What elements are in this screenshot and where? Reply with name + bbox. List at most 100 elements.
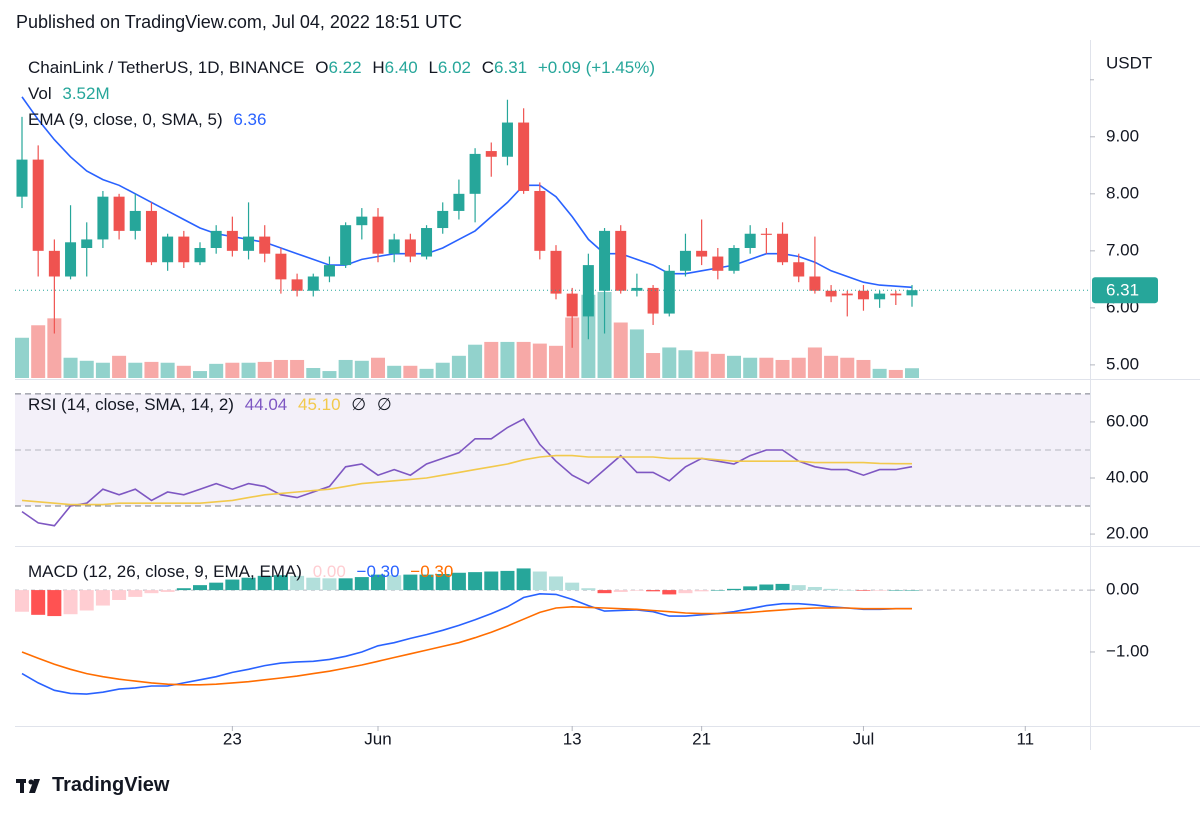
- histogram-bar: [710, 590, 725, 591]
- volume-bar: [371, 357, 385, 378]
- histogram-bar: [743, 586, 758, 591]
- legend-value: 6.31: [494, 58, 528, 77]
- ema-legend: EMA (9, close, 0, SMA, 5) 6.36: [28, 110, 272, 130]
- candle-body: [744, 233, 756, 248]
- candle-body: [65, 242, 77, 277]
- axis-label-backdrop: [1094, 50, 1194, 90]
- histogram-bar: [338, 578, 353, 591]
- candle-body: [518, 122, 530, 191]
- volume-bar: [31, 325, 46, 378]
- candle-body: [534, 190, 546, 251]
- histogram-bar: [47, 590, 62, 617]
- legend-value: 6.40: [384, 58, 418, 77]
- candle-body: [453, 193, 465, 211]
- volume-bar: [516, 341, 531, 378]
- candle-body: [388, 239, 400, 254]
- ema-name: EMA (9, close, 0, SMA, 5): [28, 110, 223, 129]
- volume-bar: [419, 368, 434, 378]
- candle-body: [599, 230, 611, 291]
- histogram-bar: [290, 575, 305, 591]
- histogram-bar: [403, 574, 418, 591]
- histogram-bar: [791, 585, 806, 591]
- candle-body: [437, 210, 449, 229]
- histogram-bar: [193, 585, 207, 591]
- histogram-bar: [759, 584, 774, 591]
- x-tick-label: 21: [692, 729, 711, 748]
- volume-bar: [775, 359, 790, 378]
- macd-line: [21, 605, 912, 686]
- axis-unit: USDT: [1106, 53, 1152, 72]
- x-tick-label: Jul: [853, 729, 875, 748]
- histogram-bar: [888, 590, 903, 591]
- volume-bar: [47, 318, 62, 378]
- volume-bar: [290, 359, 305, 378]
- candle-body: [259, 236, 271, 254]
- rsi-ma-value: 45.10: [297, 395, 341, 414]
- histogram-bar: [273, 575, 288, 591]
- histogram-bar: [597, 590, 612, 594]
- histogram-bar: [241, 577, 256, 591]
- y-tick-label: 40.00: [1106, 467, 1149, 486]
- brand: TradingView: [52, 774, 170, 796]
- volume-legend: Vol 3.52M: [28, 84, 116, 104]
- volume-bar: [791, 357, 806, 378]
- candle-body: [48, 250, 60, 277]
- ema-value: 6.36: [233, 110, 267, 129]
- histogram-bar: [905, 590, 919, 591]
- candle-body: [97, 196, 109, 240]
- volume-bar: [500, 341, 515, 378]
- candle-body: [793, 262, 805, 277]
- legend-value: 6.22: [328, 58, 362, 77]
- candle-body: [615, 230, 627, 291]
- histogram-bar: [435, 573, 450, 591]
- volume-bar: [435, 362, 450, 378]
- volume-bar: [403, 365, 418, 378]
- candle-body: [777, 233, 789, 263]
- histogram-bar: [807, 586, 822, 591]
- macd-legend: MACD (12, 26, close, 9, EMA, EMA) 0.00 −…: [28, 562, 459, 582]
- candle-body: [485, 151, 497, 157]
- candle-body: [663, 270, 675, 314]
- rsi-line: [21, 454, 912, 506]
- candle-body: [566, 293, 578, 317]
- volume-name: Vol: [28, 84, 52, 103]
- last-price-label: 6.31: [1106, 281, 1139, 300]
- volume-bar: [79, 360, 94, 378]
- volume-bar: [209, 363, 224, 378]
- volume-bar: [241, 362, 256, 378]
- histogram-bar: [484, 571, 499, 591]
- volume-bar: [468, 344, 483, 378]
- histogram-bar: [613, 590, 628, 592]
- histogram-bar: [95, 590, 110, 606]
- volume-bar: [646, 353, 661, 378]
- y-tick-label: 20.00: [1106, 524, 1149, 543]
- volume-bar: [257, 361, 272, 378]
- volume-bar: [613, 322, 628, 378]
- candle-body: [291, 279, 303, 291]
- histogram-bar: [144, 590, 159, 594]
- legend-key: C: [481, 58, 495, 77]
- histogram-bar: [257, 575, 272, 591]
- price-legend: ChainLink / TetherUS, 1D, BINANCE O6.22 …: [28, 58, 661, 78]
- histogram-bar: [824, 588, 839, 591]
- volume-bar: [872, 368, 887, 378]
- volume-bar: [532, 343, 547, 378]
- symbol: ChainLink / TetherUS, 1D, BINANCE: [28, 58, 305, 77]
- volume-bar: [727, 355, 741, 378]
- histogram-bar: [322, 578, 337, 591]
- volume-bar: [484, 341, 499, 378]
- candle-body: [16, 159, 28, 197]
- candle-body: [356, 216, 368, 226]
- candle-body: [712, 256, 724, 271]
- histogram-bar: [581, 588, 596, 591]
- candle-body: [226, 230, 238, 251]
- volume-value: 3.52M: [62, 84, 110, 103]
- x-tick-label: Jun: [364, 729, 391, 748]
- last-price-tag: [1092, 277, 1158, 304]
- candle-body: [421, 228, 433, 257]
- volume-bar: [322, 371, 337, 378]
- candle-body: [906, 290, 918, 296]
